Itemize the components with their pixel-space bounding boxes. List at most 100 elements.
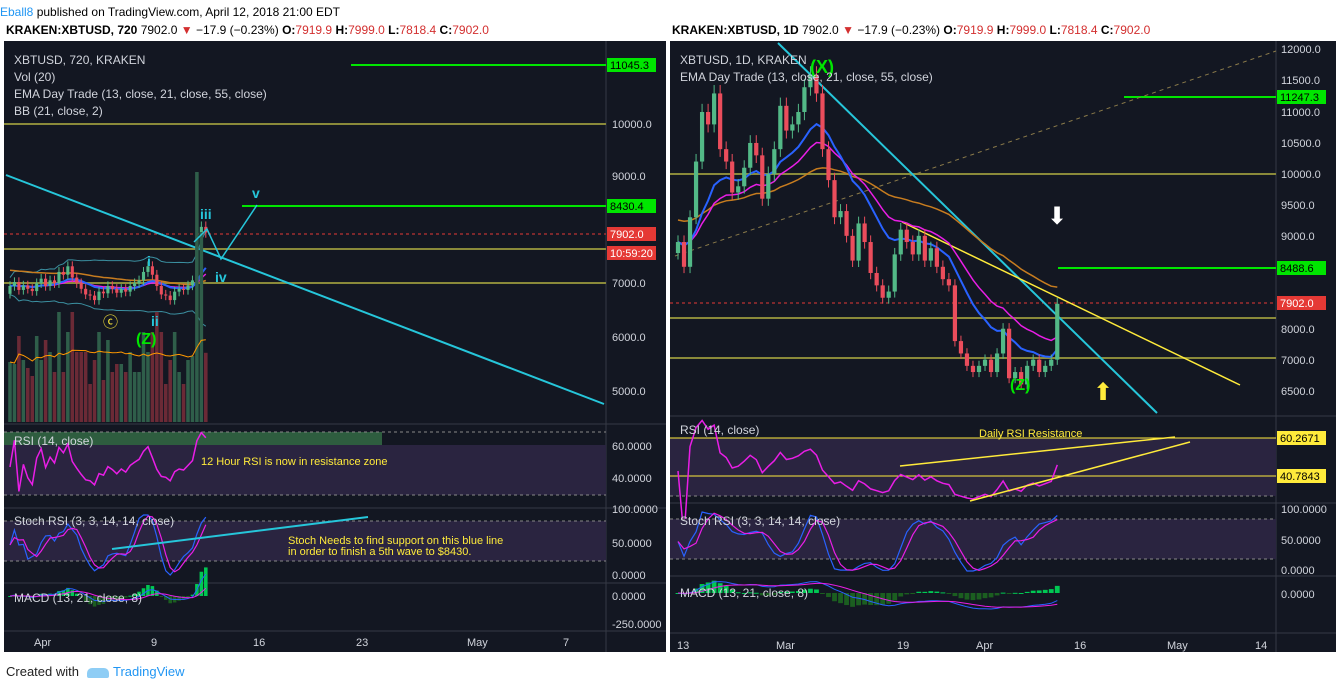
volume-bar xyxy=(39,360,43,422)
publisher-name[interactable]: Eball8 xyxy=(0,5,34,19)
macd-bar xyxy=(994,593,1000,596)
volume-bar xyxy=(34,336,39,422)
price-tick: 10500.0 xyxy=(1281,138,1321,150)
macd-bar xyxy=(862,593,868,605)
volume-bar xyxy=(186,360,190,422)
candle xyxy=(844,211,849,236)
volume-bar xyxy=(123,372,128,422)
macd-bar xyxy=(820,593,825,594)
volume-bar xyxy=(21,360,26,422)
macd-bar xyxy=(101,596,106,604)
candle xyxy=(988,359,994,373)
wave-projection xyxy=(193,204,258,261)
candle xyxy=(742,167,747,187)
macd-bar xyxy=(958,593,964,599)
footer: Created with TradingView xyxy=(6,664,185,679)
macd-bar xyxy=(886,593,892,604)
macd-bar xyxy=(141,588,146,596)
candle xyxy=(681,242,687,267)
candle xyxy=(832,180,837,218)
bb-upper xyxy=(9,231,207,278)
right-chart-svg[interactable]: (X) (Z) ⬇ ⬆ XBTUSD, 1D, KRAKEN EMA Day T… xyxy=(670,41,1336,652)
left-change: −17.9 (−0.23%) xyxy=(195,23,279,37)
right-symbol: KRAKEN:XBTUSD, 1D xyxy=(672,23,799,37)
left-chart-svg[interactable]: ⓒ (Z) i ii iii iv v XBTUSD, 720, KRAKEN … xyxy=(4,41,666,652)
bb-lower xyxy=(9,294,207,327)
left-chart-panel[interactable]: ⓒ (Z) i ii iii iv v XBTUSD, 720, KRAKEN … xyxy=(4,41,666,652)
macd-bar xyxy=(186,596,190,598)
wave-i-label: i xyxy=(147,253,151,269)
rsi-tick: 60.2671 xyxy=(1280,433,1320,445)
tag-bg xyxy=(607,227,656,241)
candle xyxy=(101,291,106,294)
ema-21-line xyxy=(677,141,1058,342)
candle xyxy=(718,93,723,150)
volume-bar xyxy=(146,352,150,422)
macd-bar xyxy=(753,592,759,594)
candle xyxy=(784,105,789,131)
volume-bar xyxy=(70,312,75,422)
right-symbol-line: KRAKEN:XBTUSD, 1D 7902.0 ▼ −17.9 (−0.23%… xyxy=(672,23,1151,37)
volume-bar xyxy=(128,352,132,422)
price-tick: 7000.0 xyxy=(612,278,646,290)
candle xyxy=(705,112,711,125)
macd-bar xyxy=(802,589,807,593)
candle xyxy=(772,149,777,174)
wave-iii-label: iii xyxy=(200,206,212,222)
candle xyxy=(687,217,693,267)
volume-bar xyxy=(155,312,159,422)
time-tick: 16 xyxy=(1074,640,1086,652)
candle xyxy=(1031,359,1036,366)
time-tick: 9 xyxy=(151,637,157,649)
tradingview-logo-icon xyxy=(86,667,109,678)
stoch-note-2: in order to finish a 5th wave to $8430. xyxy=(288,546,471,558)
volume-bar xyxy=(181,384,186,422)
price-tick: 6000.0 xyxy=(612,332,646,344)
right-change: −17.9 (−0.23%) xyxy=(857,23,941,37)
candle xyxy=(61,271,65,275)
macd-bar xyxy=(1036,590,1042,593)
time-tick: May xyxy=(1167,640,1188,652)
down-arrow-icon: ▼ xyxy=(842,23,854,37)
publish-info: published on TradingView.com, April 12, … xyxy=(33,5,340,19)
volume-bar xyxy=(168,360,172,422)
legend-vol: Vol (20) xyxy=(14,70,55,84)
legend-ema: EMA Day Trade (13, close, 21, close, 55,… xyxy=(680,70,933,84)
candle xyxy=(26,285,30,289)
volume-bar xyxy=(26,368,30,422)
macd-bar xyxy=(711,580,717,593)
macd-bar xyxy=(970,593,976,601)
macd-bar xyxy=(783,591,789,593)
macd-bar xyxy=(1012,592,1018,594)
candle xyxy=(693,161,699,218)
macd-bar xyxy=(717,583,723,593)
candle xyxy=(1025,365,1030,385)
price-tick: 12000.0 xyxy=(1281,44,1321,56)
footer-brand[interactable]: TradingView xyxy=(112,664,185,679)
volume-bar xyxy=(57,312,61,422)
right-chart-panel[interactable]: (X) (Z) ⬇ ⬆ XBTUSD, 1D, KRAKEN EMA Day T… xyxy=(670,41,1336,652)
dashed-channel-line xyxy=(674,50,1277,257)
candle xyxy=(856,223,861,261)
macd-bar xyxy=(70,590,75,596)
stoch-k-line xyxy=(677,511,1058,572)
macd-bar xyxy=(204,567,208,596)
candle xyxy=(84,288,88,295)
rsi-line xyxy=(677,419,1059,538)
macd-bar xyxy=(765,593,771,596)
stoch-k-line xyxy=(9,514,207,576)
macd-bar xyxy=(789,591,795,593)
candle xyxy=(1000,328,1006,354)
candle xyxy=(862,223,867,243)
tag-bg xyxy=(1277,469,1326,483)
rsi-resistance-zone xyxy=(4,432,382,445)
stoch-tick: 0.0000 xyxy=(612,570,646,582)
price-tick: 5000.0 xyxy=(612,386,646,398)
candle xyxy=(48,280,52,287)
candle xyxy=(675,242,681,254)
candle xyxy=(1037,359,1042,373)
macd-bar xyxy=(119,596,124,598)
resistance-line xyxy=(901,221,1241,386)
tag-price: 7902.0 xyxy=(1280,298,1314,310)
rsi-band xyxy=(670,438,1276,496)
